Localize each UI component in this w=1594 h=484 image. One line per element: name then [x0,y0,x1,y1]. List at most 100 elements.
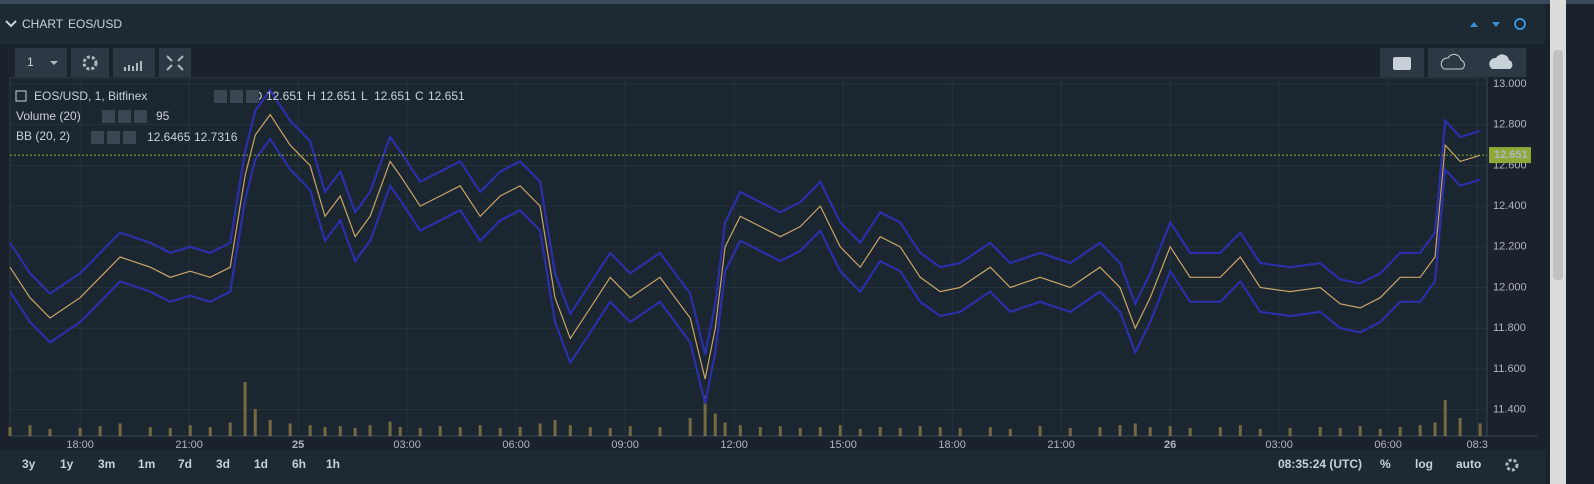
range-button[interactable]: 1d [254,457,268,471]
legend-control[interactable] [107,131,120,144]
range-button[interactable]: 1m [138,457,155,471]
settings-icon [82,55,98,71]
y-tick-label: 11.600 [1493,363,1526,375]
collapse-box[interactable] [15,90,27,102]
interval-button[interactable] [15,48,67,77]
x-tick-label: 09:00 [611,439,639,451]
volume-bar [758,427,762,436]
volume-bar [798,427,802,436]
volume-bar [1258,428,1262,436]
cloud-download-icon [1440,53,1465,70]
legend-bb-upper: 12.7316 [194,130,238,144]
header-arrows[interactable] [1470,22,1500,27]
volume-bar [588,427,592,436]
volume-bar [878,427,882,436]
volume-bar [1218,427,1222,436]
legend-key: C [415,89,424,103]
footer-log[interactable]: log [1415,457,1433,471]
volume-bar [553,419,557,436]
volume-bar [1148,427,1152,436]
footer-auto[interactable]: auto [1456,457,1481,471]
refresh-icon[interactable] [1514,18,1526,30]
legend-value: 12.651 [428,89,465,103]
x-tick-label: 26 [1164,439,1176,451]
volume-bar [353,427,357,436]
x-tick-label: 03:00 [393,439,421,451]
y-tick-label: 11.800 [1493,322,1526,334]
x-tick-label: 08:3 [1466,439,1487,451]
legend-value: 12.651 [320,89,357,103]
legend-value: 12.651 [266,89,303,103]
volume-bar [1358,426,1362,436]
collapse-icon[interactable] [5,20,17,28]
interval-label: 1 [27,55,34,69]
x-tick-label: 03:00 [1265,439,1293,451]
range-button[interactable]: 3m [98,457,115,471]
last-price-label: 12.651 [1494,149,1528,161]
price-line [9,88,1481,355]
volume-bar [8,427,12,436]
footer-settings[interactable] [1505,458,1519,472]
settings-button[interactable] [71,48,109,77]
volume-bar [478,425,482,436]
scrollbar-thumb[interactable] [1553,50,1563,280]
legend-control[interactable] [214,90,227,103]
volume-bar [778,426,782,436]
x-tick-label: 18:00 [938,439,966,451]
fullscreen-button[interactable] [159,48,191,77]
volume-bar [538,423,542,436]
volume-bar [1168,426,1172,436]
volume-bar [918,426,922,436]
volume-bar [988,427,992,436]
price-line [9,137,1481,404]
volume-bar [1478,423,1482,436]
range-button[interactable]: 3d [216,457,230,471]
volume-bar [688,418,692,436]
volume-bar [308,425,312,436]
y-tick-label: 11.400 [1493,403,1526,415]
volume-bar [658,427,662,436]
indicators-button[interactable] [113,48,155,77]
legend-control[interactable] [91,131,104,144]
legend-control[interactable] [102,110,115,123]
range-button[interactable]: 1h [326,457,340,471]
legend-control[interactable] [246,90,259,103]
volume-bar [858,428,862,436]
volume-bar [438,426,442,436]
volume-bar [608,427,612,436]
footer-time: 08:35:24 (UTC) [1278,457,1362,471]
legend-control[interactable] [123,131,136,144]
header-title: CHART [22,17,64,31]
legend-control[interactable] [118,110,131,123]
y-tick-label: 12.800 [1493,119,1527,131]
volume-bar [838,425,842,436]
x-tick-label: 15:00 [829,439,857,451]
range-button[interactable]: 3y [22,457,36,471]
legend-control[interactable] [230,90,243,103]
volume-bar [98,426,102,436]
volume-bar [1118,425,1122,436]
volume-bar [118,423,122,436]
y-tick-label: 12.400 [1493,200,1527,212]
legend-value: 12.651 [374,89,411,103]
volume-bar [253,409,257,436]
volume-bar [958,427,962,436]
volume-bar [703,395,707,436]
interval-caret [50,61,58,65]
y-tick-label: 13.000 [1493,78,1527,90]
y-tick-label: 12.000 [1493,281,1527,293]
volume-bar [1318,427,1322,436]
volume-bar [1133,423,1137,436]
legend-control[interactable] [134,110,147,123]
range-button[interactable]: 1y [60,457,74,471]
volume-bar [1188,427,1192,436]
range-button[interactable]: 6h [292,457,306,471]
volume-bar [28,425,32,436]
range-button[interactable]: 7d [178,457,192,471]
volume-bar [288,423,292,436]
last-price-box [1489,147,1531,164]
volume-bar [818,427,822,436]
footer-percent[interactable]: % [1380,457,1391,471]
volume-bar [243,382,247,436]
